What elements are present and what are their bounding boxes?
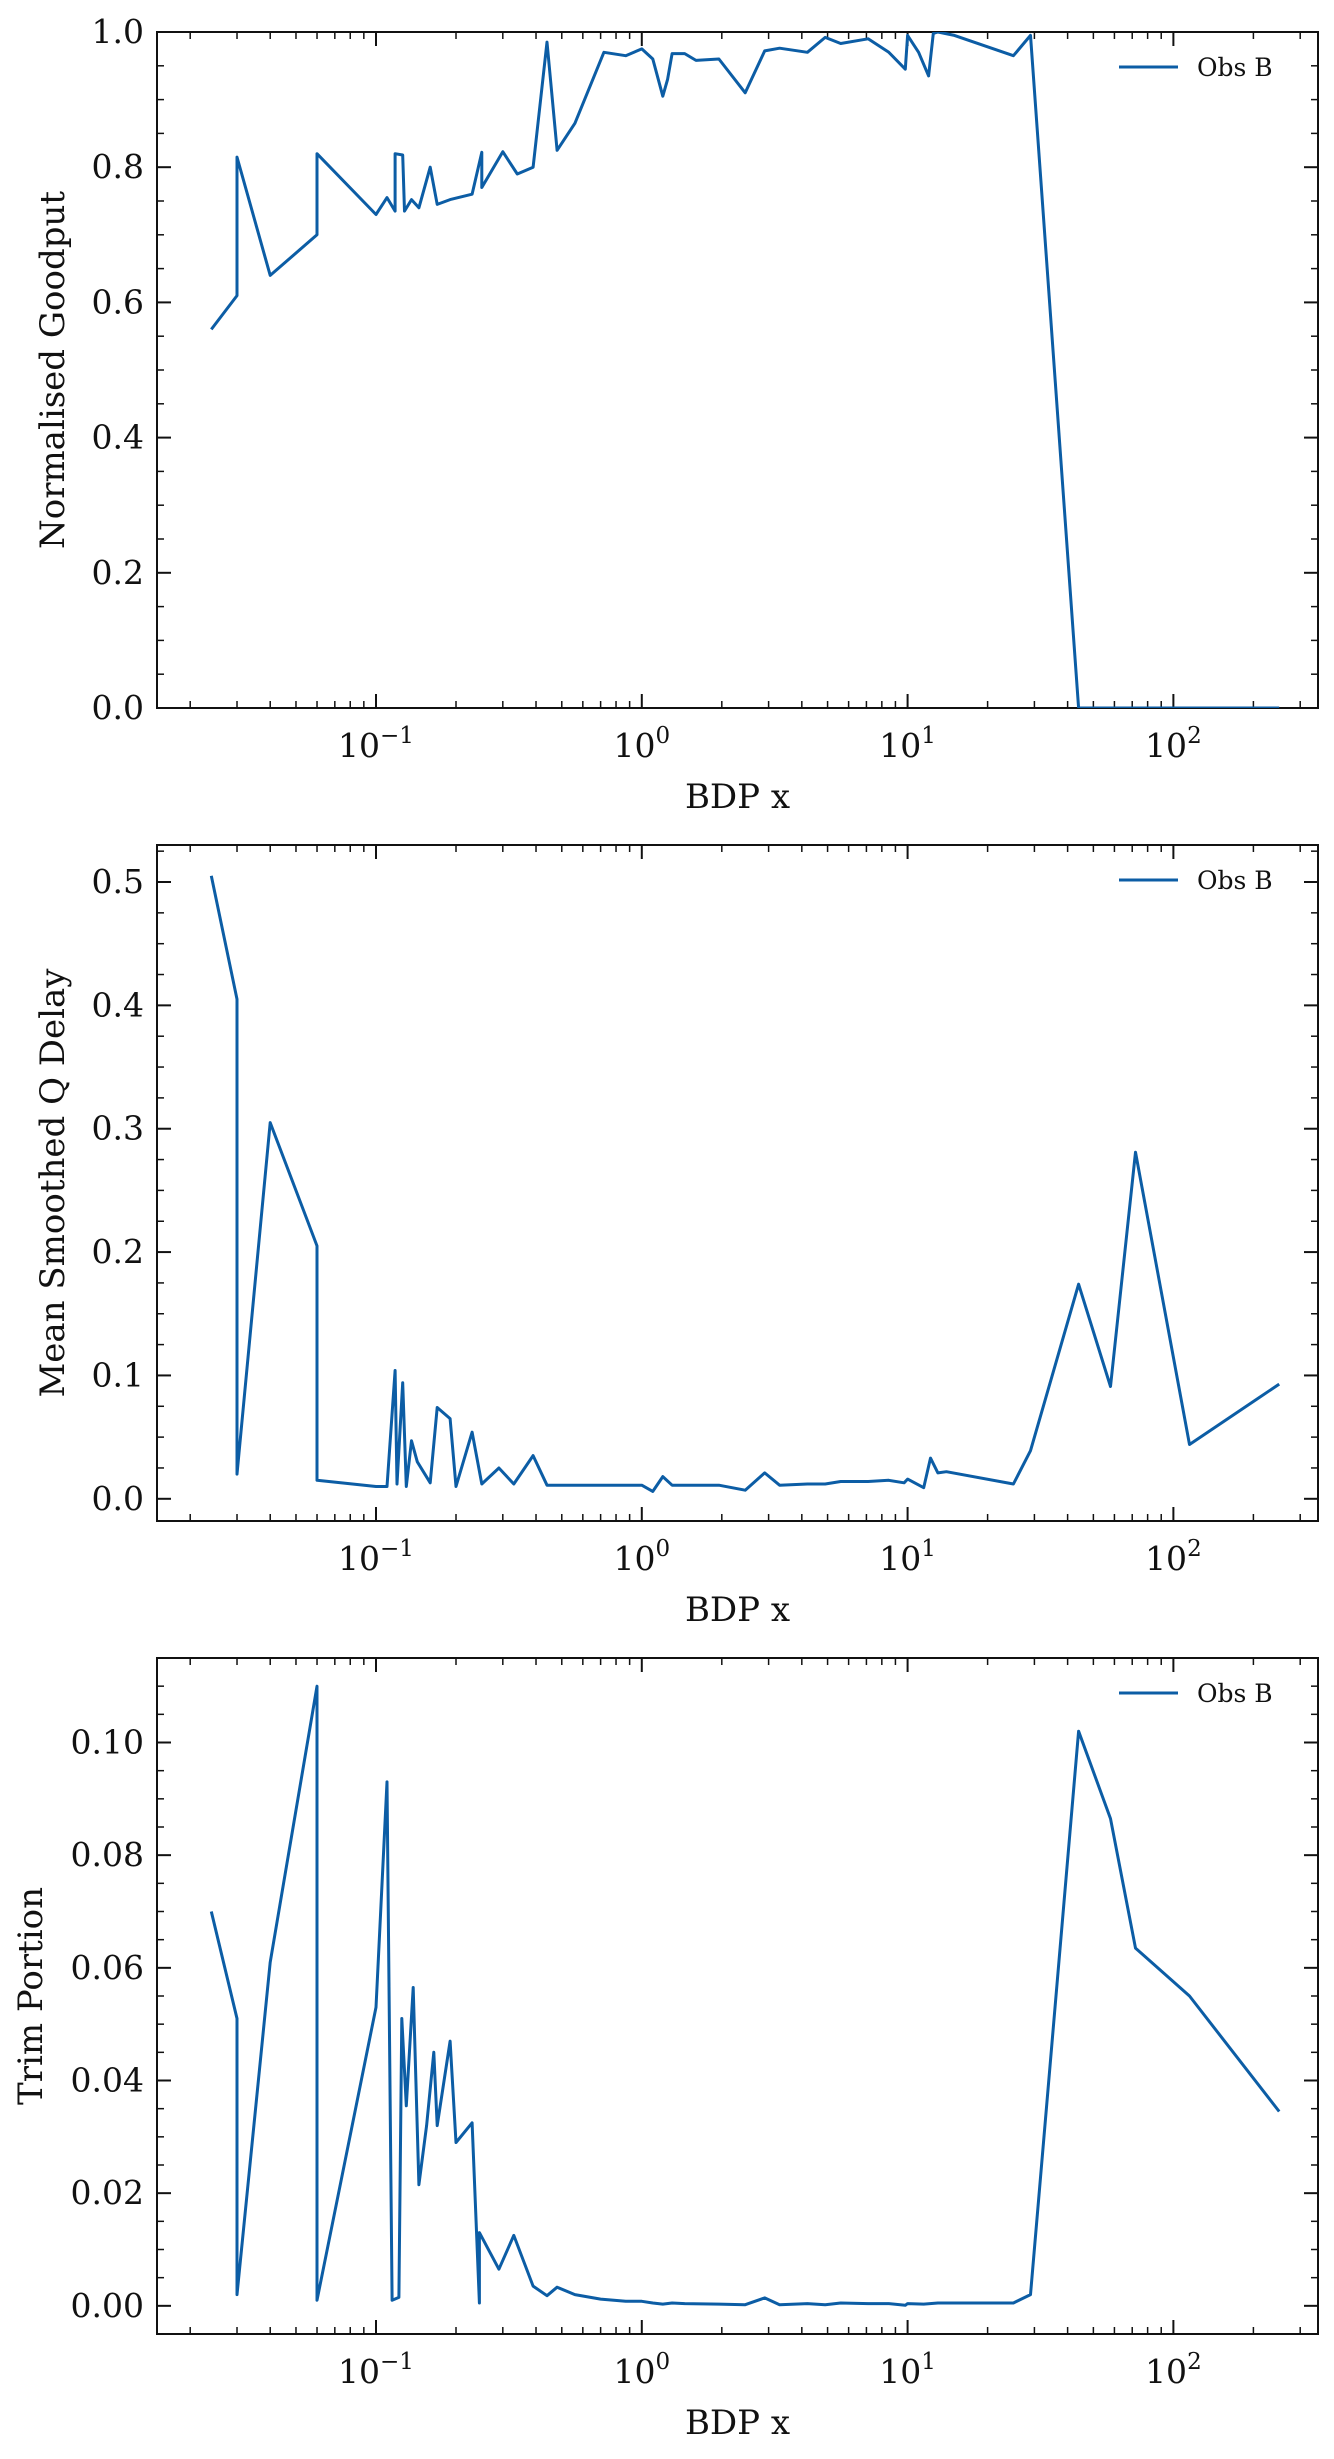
series-line-obs-b: [209, 875, 1281, 1493]
chart-panel-2: 10−1 100 101 102 0.0 0.1 0.2 0.3 0.4 0.5 BDP x Mean…: [33, 844, 1319, 1630]
x-tick-label: 100: [613, 1536, 670, 1578]
series-line-obs-b: [209, 1684, 1281, 2307]
y-axis-label: Mean Smoothed Q Delay: [33, 968, 73, 1398]
x-axis-label: BDP x: [685, 1590, 790, 1630]
y-tick-label: 0.0: [92, 1479, 144, 1518]
legend: Obs B: [1119, 53, 1273, 82]
legend-label: Obs B: [1197, 53, 1273, 82]
y-tick-label: 0.2: [92, 1232, 144, 1271]
y-tick-label: 0.1: [92, 1355, 144, 1394]
y-tick-label: 0.02: [71, 2173, 144, 2212]
y-tick-label: 0.5: [92, 862, 144, 901]
legend-label: Obs B: [1197, 1679, 1273, 1708]
y-tick-label: 0.8: [92, 147, 144, 186]
y-tick-label: 0.4: [92, 985, 144, 1024]
x-tick-label: 10−1: [338, 2349, 414, 2391]
x-tick-label: 101: [879, 723, 936, 765]
series-line-obs-b: [210, 32, 1280, 708]
y-tick-label: 0.08: [71, 1835, 144, 1874]
y-tick-label: 0.4: [92, 418, 144, 457]
x-tick-label: 102: [1145, 723, 1202, 765]
y-tick-label: 0.0: [92, 688, 144, 727]
y-tick-label: 1.0: [92, 12, 144, 51]
x-tick-label: 101: [879, 2349, 936, 2391]
x-axis-label: BDP x: [685, 2403, 790, 2443]
y-tick-label: 0.04: [71, 2061, 144, 2100]
plot-frame: [156, 31, 1319, 709]
x-tick-label: 100: [613, 723, 670, 765]
y-tick-label: 0.00: [71, 2286, 144, 2325]
chart-panel-3: 10−1 100 101 102 0.00 0.02 0.04 0.06 0.08 0.10 BDP…: [11, 1657, 1319, 2443]
x-tick-label: 10−1: [338, 723, 414, 765]
x-tick-label: 100: [613, 2349, 670, 2391]
y-tick-label: 0.10: [71, 1723, 144, 1762]
chart-panel-1: 10−1 100 101 102 0.0 0.2 0.4 0.6 0.8 1.0 BDP x Norm…: [33, 12, 1319, 817]
y-tick-label: 0.6: [92, 282, 144, 321]
legend-label: Obs B: [1197, 866, 1273, 895]
x-tick-label: 10−1: [338, 1536, 414, 1578]
legend: Obs B: [1119, 866, 1273, 895]
x-axis-label: BDP x: [685, 777, 790, 817]
y-axis-label: Normalised Goodput: [33, 191, 73, 549]
y-tick-label: 0.06: [71, 1948, 144, 1987]
x-tick-label: 102: [1145, 2349, 1202, 2391]
y-tick-label: 0.2: [92, 553, 144, 592]
x-tick-label: 102: [1145, 1536, 1202, 1578]
y-tick-label: 0.3: [92, 1109, 144, 1148]
y-axis-label: Trim Portion: [11, 1887, 51, 2105]
plot-frame: [156, 844, 1319, 1522]
legend: Obs B: [1119, 1679, 1273, 1708]
x-tick-label: 101: [879, 1536, 936, 1578]
